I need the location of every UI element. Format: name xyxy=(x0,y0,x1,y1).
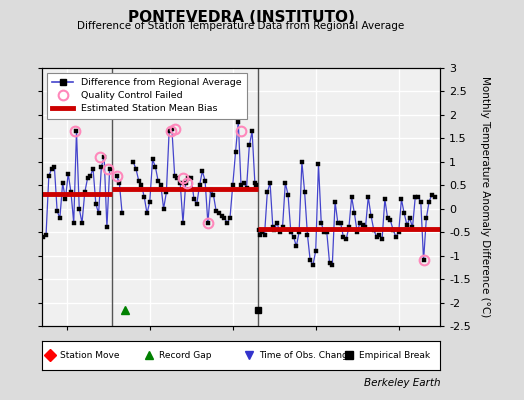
Text: Station Move: Station Move xyxy=(60,351,119,360)
Text: Time of Obs. Change: Time of Obs. Change xyxy=(259,351,353,360)
Text: PONTEVEDRA (INSTITUTO): PONTEVEDRA (INSTITUTO) xyxy=(128,10,354,25)
Text: 1985: 1985 xyxy=(383,342,414,356)
Text: 1980: 1980 xyxy=(300,342,332,356)
Text: Berkeley Earth: Berkeley Earth xyxy=(364,378,440,388)
Text: 1975: 1975 xyxy=(217,342,248,356)
Text: 1965: 1965 xyxy=(51,342,83,356)
Y-axis label: Monthly Temperature Anomaly Difference (°C): Monthly Temperature Anomaly Difference (… xyxy=(481,76,490,318)
Text: 1970: 1970 xyxy=(134,342,166,356)
Text: Difference of Station Temperature Data from Regional Average: Difference of Station Temperature Data f… xyxy=(78,21,405,31)
Legend: Difference from Regional Average, Quality Control Failed, Estimated Station Mean: Difference from Regional Average, Qualit… xyxy=(47,73,247,119)
Text: Record Gap: Record Gap xyxy=(159,351,212,360)
Text: Empirical Break: Empirical Break xyxy=(358,351,430,360)
